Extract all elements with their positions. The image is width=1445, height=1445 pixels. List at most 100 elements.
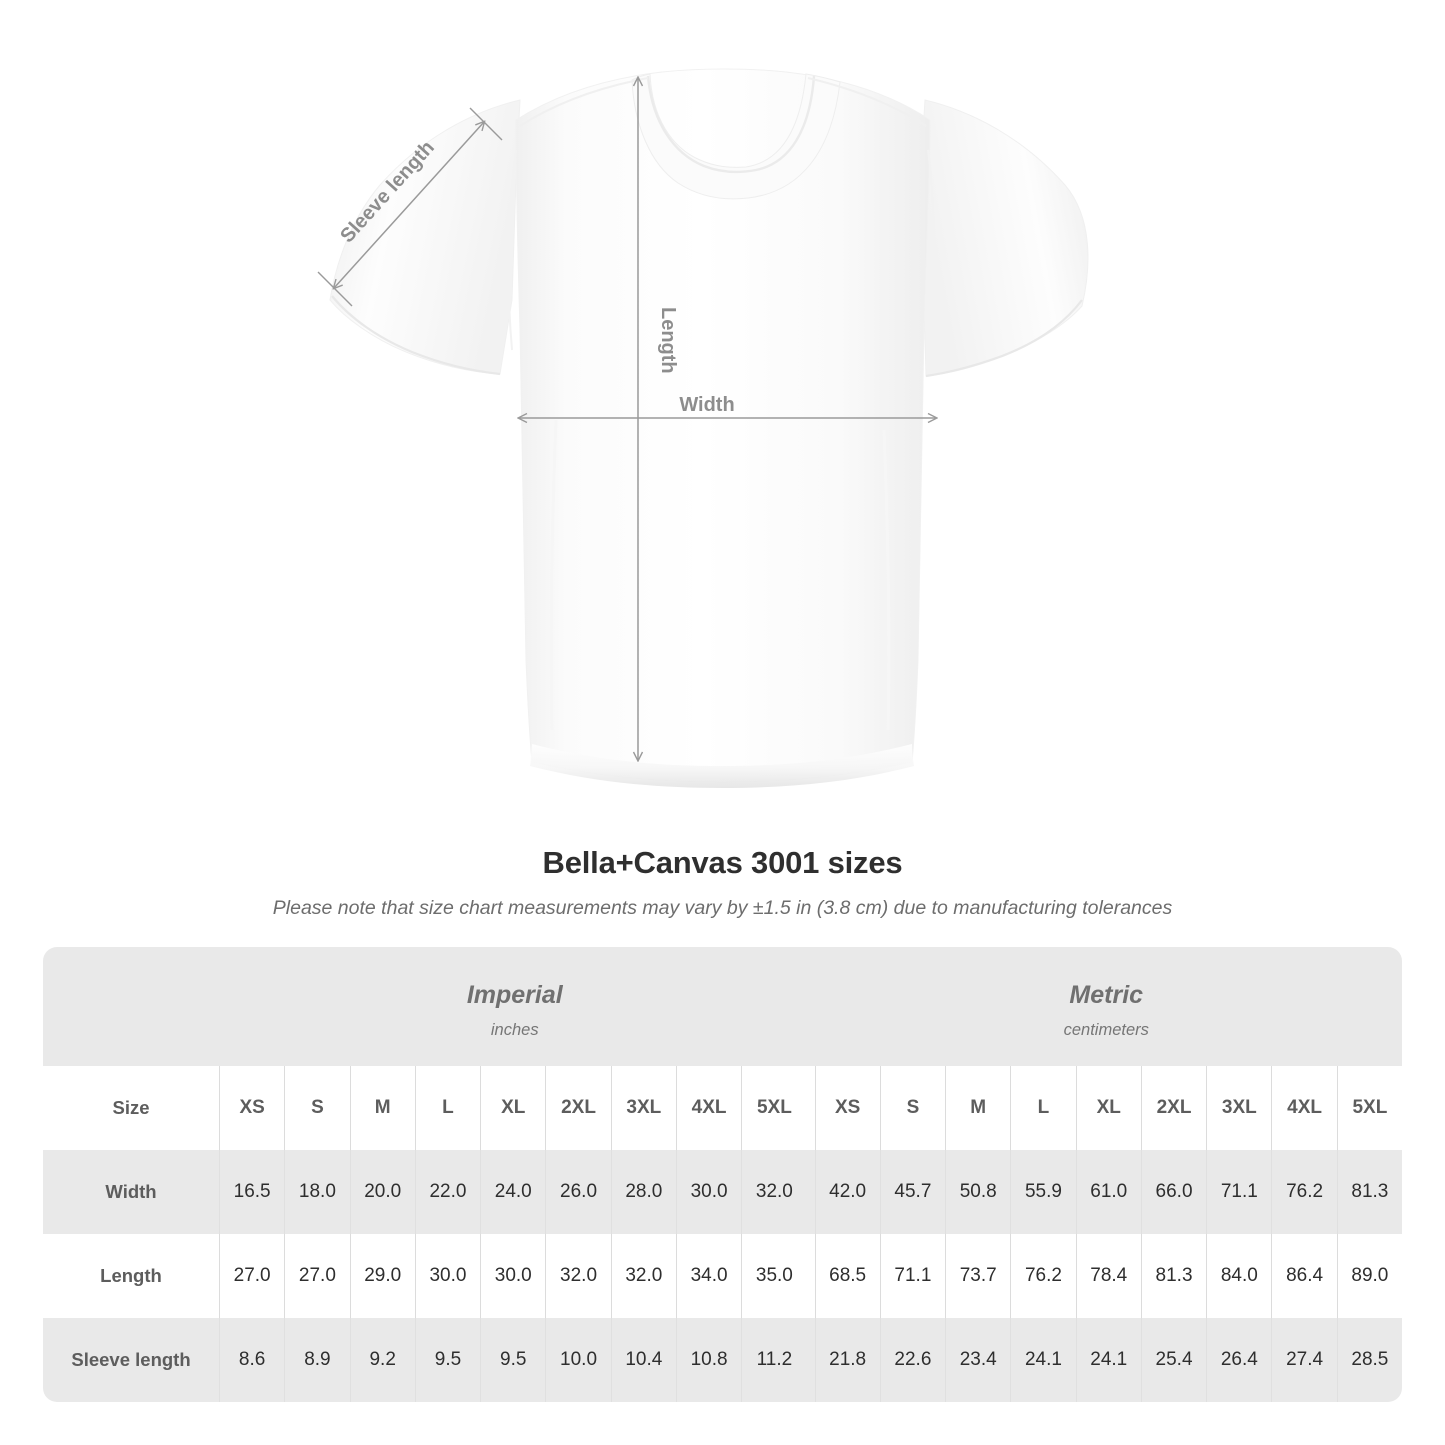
table-row: Sleeve length 8.6 8.9 9.2 9.5 9.5 10.0 10.4 10.… — [43, 1318, 1402, 1402]
measurement-cell: 16.5 — [219, 1150, 284, 1234]
unit-system-metric-unit: centimeters — [1063, 1020, 1149, 1039]
measurement-cell: 30.0 — [414, 1234, 480, 1318]
left-armhole-seam — [507, 149, 517, 351]
measurement-cell: 22.0 — [414, 1150, 480, 1234]
page-title: Bella+Canvas 3001 sizes — [542, 845, 903, 880]
size-header-cell: L — [414, 1066, 480, 1150]
right-sleeve — [919, 99, 1089, 377]
sleeve-length-dimension-line — [334, 122, 484, 288]
size-header-cell: S — [879, 1066, 945, 1150]
measurement-cell: 45.7 — [879, 1150, 945, 1234]
header-cells-imperial: XS S M L XL 2XL 3XL 4XL 5XL — [219, 1066, 807, 1150]
measurement-cell: 18.0 — [284, 1150, 349, 1234]
measurement-cell: 10.4 — [610, 1318, 676, 1402]
table-row: Width 16.5 18.0 20.0 22.0 24.0 26.0 28.0 30.0 32… — [43, 1150, 1402, 1234]
left-sleeve-hem — [331, 295, 501, 376]
size-header-cell: 2XL — [545, 1066, 610, 1150]
collar-ribbing — [631, 73, 841, 200]
tolerance-note: Please note that size chart measurements… — [272, 897, 1173, 919]
size-header-label: Size — [112, 1097, 150, 1118]
measurement-cell: 68.5 — [814, 1234, 880, 1318]
measurement-cell: 28.0 — [610, 1150, 676, 1234]
measurement-cell: 73.7 — [945, 1234, 1010, 1318]
size-header-cell: XS — [219, 1066, 284, 1150]
unit-system-imperial-name: Imperial — [466, 981, 563, 1010]
garment-shape — [329, 68, 1089, 788]
size-header-cell: 4XL — [675, 1066, 741, 1150]
row-cells-imperial: 16.5 18.0 20.0 22.0 24.0 26.0 28.0 30.0 32.0 — [219, 1150, 807, 1234]
size-header-cell: 5XL — [741, 1066, 806, 1150]
size-header-cell: 3XL — [1206, 1066, 1271, 1150]
tshirt-illustration: Sleeve length Length Width — [317, 68, 1089, 788]
row-cells-imperial: 8.6 8.9 9.2 9.5 9.5 10.0 10.4 10.8 11.2 — [219, 1318, 807, 1402]
measurement-cell: 8.9 — [284, 1318, 349, 1402]
measurement-cell: 81.3 — [1140, 1234, 1206, 1318]
measurement-cell: 27.0 — [219, 1234, 284, 1318]
measurement-cell: 78.4 — [1075, 1234, 1141, 1318]
measurement-cell: 11.2 — [741, 1318, 806, 1402]
measurement-cell: 29.0 — [349, 1234, 415, 1318]
size-chart-table: Imperial inches Metric centimeters Size … — [43, 947, 1402, 1402]
size-header-cell: 4XL — [1271, 1066, 1336, 1150]
sleeve-tick-lower — [317, 271, 353, 307]
measurement-cell: 86.4 — [1271, 1234, 1336, 1318]
shirt-body — [515, 68, 931, 783]
sleeve-tick-upper — [469, 107, 503, 141]
measurement-cell: 24.0 — [480, 1150, 545, 1234]
neckline-seam — [646, 75, 816, 174]
bottom-hem — [530, 744, 914, 788]
size-header-cell: M — [945, 1066, 1010, 1150]
row-label: Width — [105, 1181, 157, 1202]
right-shoulder-seam — [807, 77, 927, 127]
measurement-cell: 9.5 — [414, 1318, 480, 1402]
measurement-cell: 84.0 — [1206, 1234, 1271, 1318]
unit-system-metric-name: Metric — [1069, 981, 1144, 1010]
size-header-cell: L — [1010, 1066, 1075, 1150]
measurement-cell: 32.0 — [741, 1150, 806, 1234]
measurement-cell: 34.0 — [675, 1234, 741, 1318]
measurement-cell: 10.8 — [675, 1318, 741, 1402]
unit-system-imperial: Imperial inches — [219, 947, 811, 1066]
fabric-fold — [882, 429, 891, 731]
measurement-cell: 24.1 — [1075, 1318, 1141, 1402]
size-header-cell: S — [284, 1066, 349, 1150]
measurement-cell: 55.9 — [1010, 1150, 1075, 1234]
right-sleeve-hem — [925, 299, 1083, 378]
measurement-cell: 27.4 — [1271, 1318, 1336, 1402]
table-row: Length 27.0 27.0 29.0 30.0 30.0 32.0 32.0 34.0 3… — [43, 1234, 1402, 1318]
right-armhole-seam — [927, 149, 935, 357]
measurement-cell: 66.0 — [1140, 1150, 1206, 1234]
measurement-cell: 42.0 — [814, 1150, 880, 1234]
measurement-cell: 9.5 — [480, 1318, 545, 1402]
size-header-cell: 2XL — [1140, 1066, 1206, 1150]
measurement-cell: 22.6 — [879, 1318, 945, 1402]
size-header-cell: 5XL — [1336, 1066, 1402, 1150]
size-header-cell: XL — [480, 1066, 545, 1150]
measurement-cell: 28.5 — [1336, 1318, 1402, 1402]
row-label: Length — [100, 1265, 162, 1286]
unit-system-imperial-unit: inches — [490, 1020, 539, 1039]
fabric-fold — [549, 419, 558, 731]
size-header-cell: 3XL — [610, 1066, 676, 1150]
measurement-cell: 9.2 — [349, 1318, 415, 1402]
row-cells-imperial: 27.0 27.0 29.0 30.0 30.0 32.0 32.0 34.0 35.0 — [219, 1234, 807, 1318]
size-header-cell: XS — [814, 1066, 880, 1150]
garment-diagram: Sleeve length Length Width — [317, 68, 1089, 788]
unit-band-spacer — [43, 947, 219, 1066]
measurement-cell: 71.1 — [1206, 1150, 1271, 1234]
measurement-cell: 89.0 — [1336, 1234, 1402, 1318]
measurement-cell: 25.4 — [1140, 1318, 1206, 1402]
row-label: Sleeve length — [71, 1349, 191, 1370]
row-cells-metric: 68.5 71.1 73.7 76.2 78.4 81.3 84.0 86.4 89.0 — [814, 1234, 1403, 1318]
row-cells-metric: 21.8 22.6 23.4 24.1 24.1 25.4 26.4 27.4 28.5 — [814, 1318, 1403, 1402]
measurement-cell: 24.1 — [1010, 1318, 1075, 1402]
measurement-cell: 81.3 — [1336, 1150, 1402, 1234]
measurement-cell: 30.0 — [480, 1234, 545, 1318]
measurement-cell: 32.0 — [545, 1234, 610, 1318]
measurement-cell: 23.4 — [945, 1318, 1010, 1402]
length-label: Length — [657, 307, 679, 374]
measurement-cell: 71.1 — [879, 1234, 945, 1318]
size-header-cell: XL — [1075, 1066, 1141, 1150]
header-cells-metric: XS S M L XL 2XL 3XL 4XL 5XL — [814, 1066, 1403, 1150]
measurement-cell: 61.0 — [1075, 1150, 1141, 1234]
